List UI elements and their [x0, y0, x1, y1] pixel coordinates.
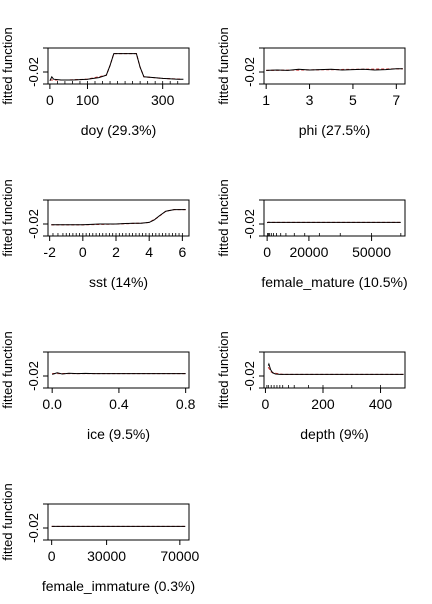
- x-tick-label: 0: [46, 92, 54, 108]
- x-tick-label: 7: [392, 92, 400, 108]
- x-tick-label: 6: [178, 244, 186, 260]
- plot-frame: [263, 199, 406, 237]
- plot-frame: [47, 47, 190, 85]
- x-tick-label: 30000: [87, 548, 126, 564]
- fitted-line: [51, 209, 186, 226]
- y-axis-label: fitted function: [0, 179, 15, 256]
- x-tick-label: 200: [311, 396, 335, 412]
- x-tick-label: 0: [263, 244, 271, 260]
- x-tick-label: 0.8: [176, 396, 196, 412]
- x-tick-label: 4: [145, 244, 153, 260]
- y-tick-label: -0.02: [26, 209, 41, 239]
- x-tick-label: 300: [151, 92, 175, 108]
- plot-frame: [47, 199, 190, 237]
- y-tick-label: -0.02: [242, 361, 257, 391]
- fitted-line: [267, 362, 404, 375]
- x-tick-label: 50000: [352, 244, 391, 260]
- y-axis-label: fitted function: [216, 331, 231, 408]
- plot-frame: [47, 351, 190, 389]
- x-axis-label: ice (9.5%): [87, 426, 150, 442]
- x-tick-label: 3: [306, 92, 314, 108]
- fitted-line: [52, 372, 186, 375]
- x-tick-label: 2: [112, 244, 120, 260]
- y-axis-label: fitted function: [216, 179, 231, 256]
- x-tick-label: 5: [349, 92, 357, 108]
- panel-5: 0.0 0.4 0.8 -0.02 ice (9.5%) fitted function: [0, 331, 196, 442]
- smoothed-line: [267, 366, 404, 375]
- panel-6: 0 200 400 -0.02 depth (9%) fitted function: [216, 331, 406, 442]
- x-tick-label: 0: [48, 548, 56, 564]
- x-tick-label: 0.0: [42, 396, 62, 412]
- x-axis-label: doy (29.3%): [81, 122, 156, 138]
- x-tick-label: 100: [76, 92, 100, 108]
- y-axis-label: fitted function: [0, 331, 15, 408]
- fitted-line: [266, 68, 403, 71]
- x-axis-label: sst (14%): [89, 274, 148, 290]
- y-tick-label: -0.02: [26, 513, 41, 543]
- panel-1: 0 100 300 -0.02 doy (29.3%) fitted function: [0, 27, 190, 138]
- panel-7: 0 30000 70000 -0.02 female_immature (0.3%) fi…: [0, 483, 200, 594]
- fitted-line: [266, 221, 401, 224]
- x-tick-label: 70000: [160, 548, 199, 564]
- panel-3: -2 0 2 4 6 -0.02 sst (14%) fitted function: [0, 179, 190, 290]
- smoothed-line: [49, 53, 182, 81]
- x-tick-label: 0: [79, 244, 87, 260]
- y-tick-label: -0.02: [26, 361, 41, 391]
- panel-2: 1 3 5 7 -0.02 phi (27.5%) fitted function: [216, 27, 406, 138]
- x-tick-label: 400: [369, 396, 393, 412]
- x-axis-label: depth (9%): [300, 426, 368, 442]
- plot-frame: [263, 351, 406, 389]
- x-axis-label: female_immature (0.3%): [42, 578, 195, 594]
- x-tick-label: -2: [43, 244, 56, 260]
- x-tick-label: 20000: [289, 244, 328, 260]
- y-axis-label: fitted function: [216, 27, 231, 104]
- x-tick-label: 0.4: [109, 396, 129, 412]
- x-axis-label: female_mature (10.5%): [261, 274, 407, 290]
- y-tick-label: -0.02: [242, 57, 257, 87]
- x-tick-label: 1: [262, 92, 270, 108]
- y-tick-label: -0.02: [242, 209, 257, 239]
- x-tick-label: 0: [262, 396, 270, 412]
- plot-frame: [47, 503, 190, 541]
- x-axis-label: phi (27.5%): [299, 122, 371, 138]
- y-axis-label: fitted function: [0, 27, 15, 104]
- y-axis-label: fitted function: [0, 483, 15, 560]
- panel-4: 0 20000 50000 -0.02 female_mature (10.5%) fit…: [216, 179, 408, 290]
- y-tick-label: -0.02: [26, 57, 41, 87]
- fitted-line: [49, 53, 184, 82]
- plot-frame: [263, 47, 406, 85]
